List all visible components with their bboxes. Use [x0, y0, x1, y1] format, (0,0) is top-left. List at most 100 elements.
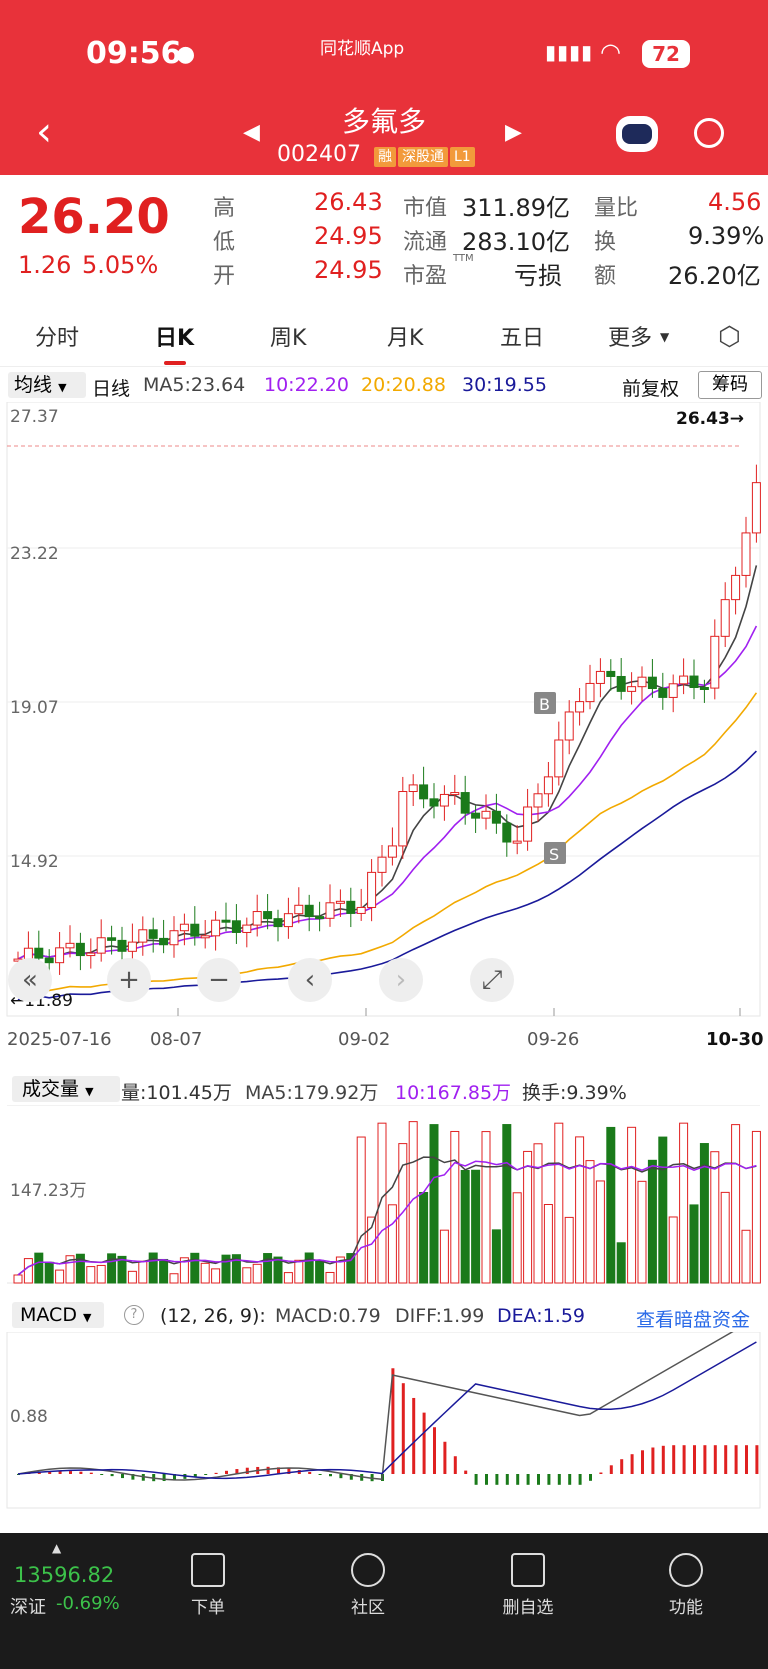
nav-remove-watchlist-label: 删自选 [502, 1598, 554, 1618]
candle-body [34, 947, 44, 959]
search-icon[interactable] [694, 118, 724, 148]
pan-right-button[interactable]: › [379, 958, 423, 1002]
macd-bar [568, 1474, 572, 1485]
ma-selector[interactable]: 均线 ▼ [8, 372, 86, 398]
status-app-label: 同花顺App [320, 39, 405, 59]
candle-body [117, 939, 127, 952]
nav-functions[interactable]: 功能 [646, 1553, 726, 1618]
volume-bar [117, 1255, 127, 1284]
macd-bar [131, 1474, 135, 1480]
volume-bar [658, 1136, 668, 1284]
candle-body [315, 916, 325, 920]
volume-bar [169, 1273, 179, 1284]
index-value[interactable]: 13596.82 [14, 1563, 115, 1587]
macd-bar [162, 1474, 166, 1482]
candle-body [502, 822, 512, 843]
volume-bar [585, 1160, 595, 1284]
candle-body [159, 937, 169, 946]
candle-body [65, 942, 75, 949]
prev-stock-icon[interactable]: ◀ [243, 120, 260, 145]
zoom-in-button[interactable]: + [107, 958, 151, 1002]
macd-y-label: 0.88 [10, 1407, 48, 1427]
zoom-out-button[interactable]: − [197, 958, 241, 1002]
nav-order[interactable]: 下单 [168, 1553, 248, 1618]
candle-body [335, 900, 345, 904]
tab-daily[interactable]: 日K [155, 326, 195, 351]
tab-weekly[interactable]: 周K [270, 326, 307, 351]
volume-bar [263, 1253, 273, 1284]
candle-body [211, 919, 221, 937]
tab-five-day[interactable]: 五日 [500, 326, 545, 351]
stat-label-volratio: 量比 [594, 196, 639, 221]
kline-chart[interactable]: 27.37 23.22 19.07 14.92 26.43→ ←11.89 B … [0, 402, 768, 1022]
macd-bar [703, 1445, 707, 1474]
stat-label-pe: 市盈 [403, 264, 448, 289]
candle-body [533, 793, 543, 808]
back-icon[interactable]: ‹ [36, 109, 52, 155]
candle-body [751, 482, 761, 534]
high-price-label: 26.43→ [676, 409, 744, 429]
settings-hex-icon[interactable]: ⬡ [718, 322, 741, 352]
tag-margin: 融 [374, 147, 396, 167]
nav-remove-watchlist[interactable]: 删自选 [488, 1553, 568, 1618]
pan-left-button[interactable]: ‹ [288, 958, 332, 1002]
candle-body [471, 812, 481, 819]
sell-marker[interactable]: S [544, 842, 566, 864]
tab-more[interactable]: 更多 [608, 326, 653, 351]
volume-bars [13, 1121, 761, 1284]
buy-marker[interactable]: B [534, 692, 556, 714]
wifi-icon: ◠ [600, 38, 621, 66]
macd-bar [277, 1467, 280, 1474]
index-up-arrow-icon: ▲ [52, 1541, 62, 1555]
volume-selector[interactable]: 成交量 ▼ [12, 1076, 120, 1102]
macd-chart[interactable]: 0.88 [0, 1332, 768, 1512]
diff-line [17, 1332, 734, 1481]
next-stock-icon[interactable]: ▶ [505, 120, 522, 145]
y-label-4: 14.92 [10, 852, 59, 872]
ma-selector-arrow-icon: ▼ [58, 381, 67, 394]
volume-bar [595, 1180, 605, 1284]
volume-bar [242, 1267, 252, 1284]
macd-bar [630, 1454, 634, 1474]
robot-assistant-icon[interactable] [616, 116, 658, 152]
help-icon[interactable]: ? [124, 1305, 144, 1325]
volume-value: 量:101.45万 [121, 1082, 232, 1104]
stat-label-mktcap: 市值 [403, 196, 448, 221]
macd-bar [672, 1445, 676, 1474]
adjust-mode[interactable]: 前复权 [622, 378, 680, 400]
chip-button[interactable]: 筹码 [698, 371, 762, 399]
macd-bar [235, 1469, 239, 1474]
tab-intraday[interactable]: 分时 [35, 326, 80, 351]
tab-monthly[interactable]: 月K [387, 326, 424, 351]
volume-bar [273, 1256, 283, 1284]
volume-bar [637, 1180, 647, 1284]
volume-y-label: 147.23万 [10, 1181, 86, 1201]
volume-bar [335, 1256, 345, 1284]
candles [13, 464, 761, 978]
nav-functions-label: 功能 [669, 1598, 703, 1618]
volume-bar [575, 1136, 585, 1284]
volume-bar [439, 1229, 449, 1284]
candle-body [138, 929, 148, 943]
macd-dea: DEA:1.59 [497, 1305, 586, 1327]
macd-bar [173, 1474, 176, 1481]
stat-label-high: 高 [213, 196, 236, 221]
collapse-left-button[interactable]: « [8, 958, 52, 1002]
tag-connect: 深股通 [398, 147, 448, 167]
candle-body [221, 919, 231, 923]
y-label-3: 19.07 [10, 698, 59, 718]
volume-chart[interactable]: 147.23万 [0, 1105, 768, 1285]
macd-diff: DIFF:1.99 [395, 1305, 485, 1327]
volume-bar [55, 1269, 65, 1284]
macd-selector[interactable]: MACD ▼ [12, 1302, 104, 1328]
macd-bar [433, 1427, 436, 1474]
volume-bar [751, 1130, 761, 1284]
dark-pool-link[interactable]: 查看暗盘资金 [636, 1309, 751, 1331]
macd-frame [6, 1332, 761, 1509]
macd-bar [745, 1445, 748, 1474]
macd-bar [349, 1474, 353, 1480]
nav-community[interactable]: 社区 [328, 1553, 408, 1618]
volume-bar [471, 1169, 481, 1284]
fullscreen-button[interactable]: ⤢ [470, 958, 514, 1002]
macd-bar [557, 1474, 561, 1485]
